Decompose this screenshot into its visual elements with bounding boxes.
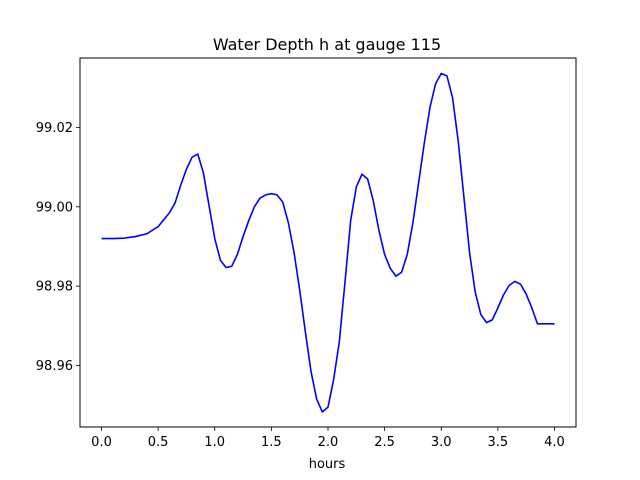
x-axis: 0.0 0.5 1.0 1.5 2.0 2.5 3.0 3.5 4.0 — [91, 427, 565, 450]
x-tick-label: 4.0 — [544, 435, 565, 450]
plot-frame — [79, 57, 577, 428]
y-tick-label: 99.02 — [36, 121, 73, 136]
x-tick-label: 1.0 — [204, 435, 225, 450]
x-tick-label: 2.5 — [374, 435, 395, 450]
x-tick-label: 3.0 — [431, 435, 452, 450]
x-tick-label: 0.0 — [91, 435, 112, 450]
y-tick-label: 98.98 — [36, 280, 73, 295]
x-tick-label: 2.0 — [318, 435, 339, 450]
x-tick-label: 0.5 — [148, 435, 169, 450]
y-tick-label: 98.96 — [36, 359, 73, 374]
plot-area — [101, 72, 555, 413]
x-axis-label: hours — [309, 457, 346, 472]
chart-title: Water Depth h at gauge 115 — [213, 35, 441, 54]
y-tick-label: 99.00 — [36, 200, 73, 215]
y-axis: 98.96 98.98 99.00 99.02 — [36, 121, 80, 374]
series-line-0 — [101, 72, 555, 413]
x-tick-label: 1.5 — [261, 435, 282, 450]
x-tick-label: 3.5 — [488, 435, 509, 450]
